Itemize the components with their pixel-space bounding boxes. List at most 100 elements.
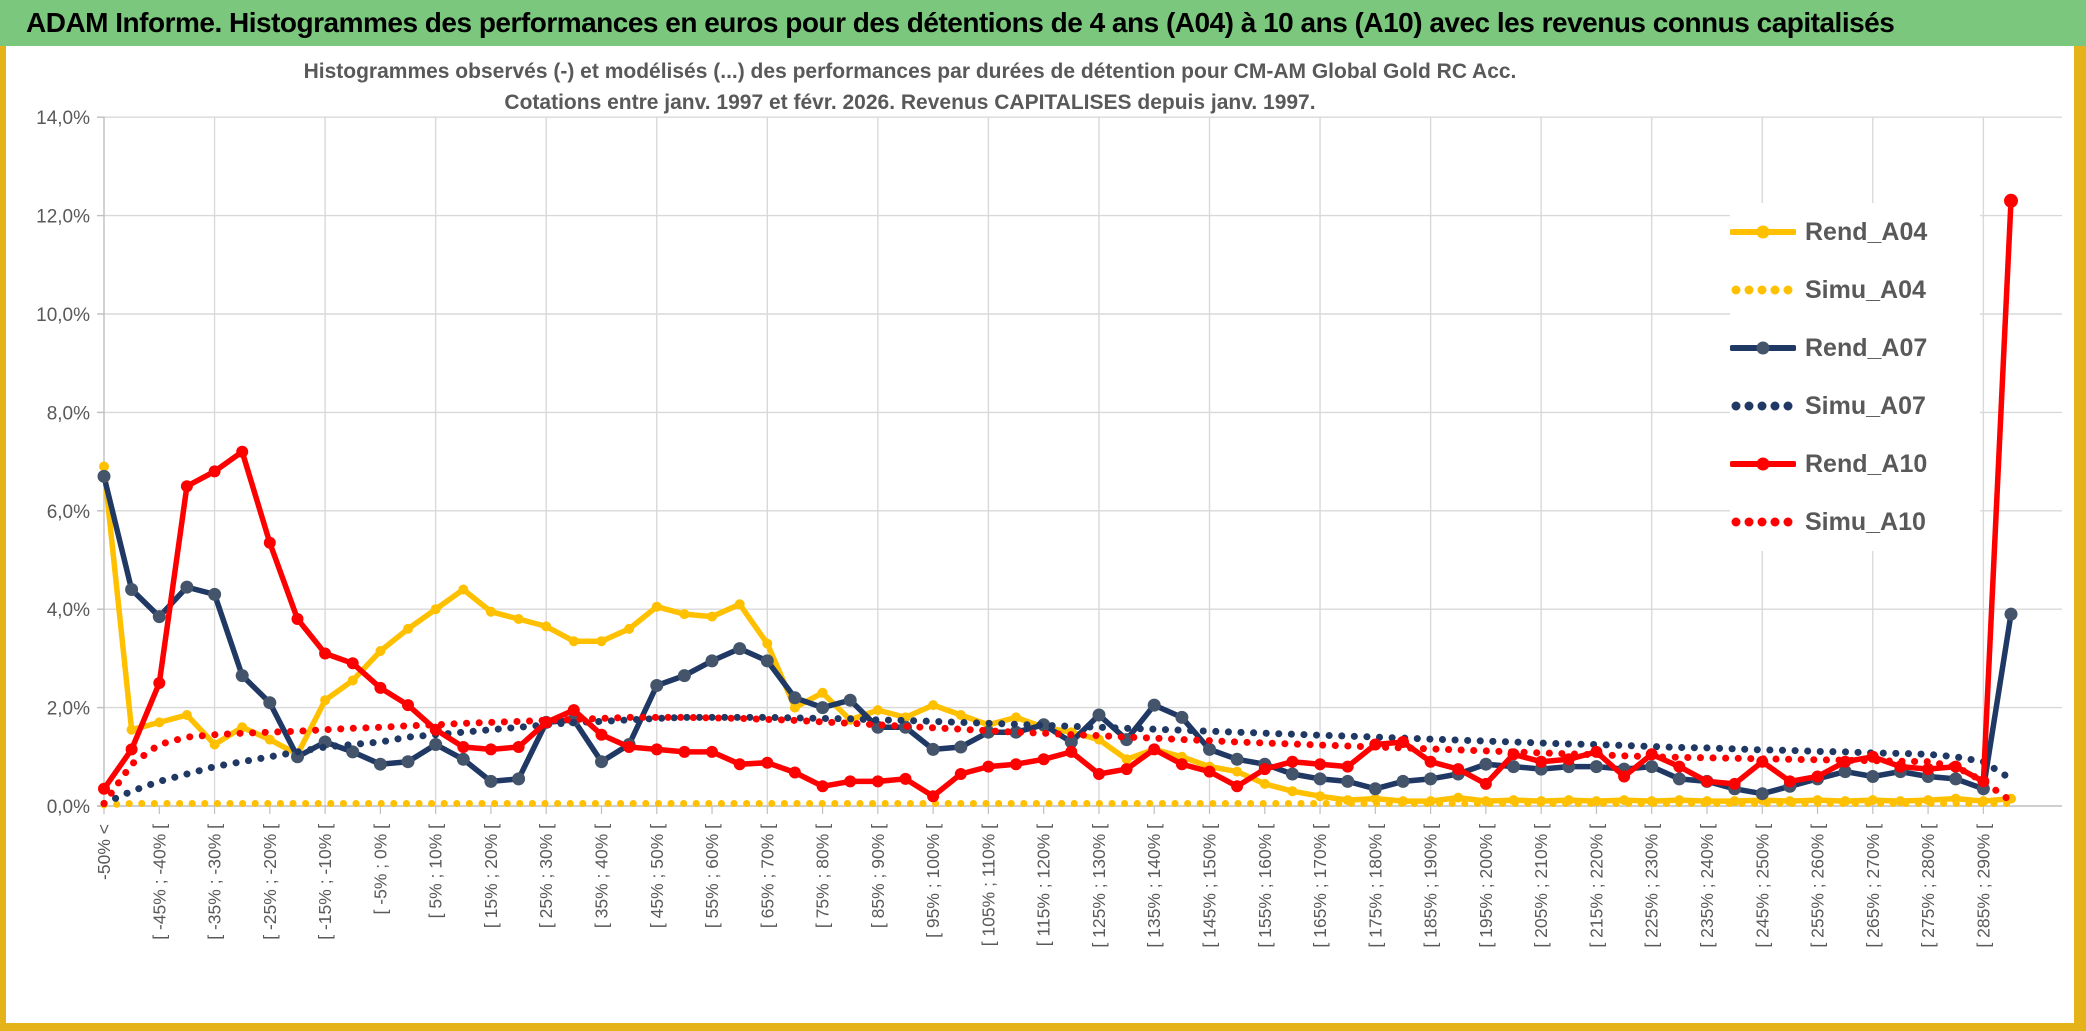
series-Rend_A07-marker xyxy=(1396,774,1410,788)
series-Rend_A07-marker xyxy=(1368,782,1382,796)
series-Rend_A04-marker xyxy=(789,702,800,713)
legend-dot xyxy=(1744,285,1754,295)
series-Rend_A04-marker xyxy=(237,722,248,733)
series-Rend_A10-marker xyxy=(180,480,193,493)
series-Rend_A04-marker xyxy=(99,461,109,472)
chart-title-line2: Cotations entre janv. 1997 et févr. 2026… xyxy=(504,91,1316,114)
legend-label: Rend_A07 xyxy=(1805,333,1928,362)
series-Rend_A07-marker xyxy=(346,745,360,759)
x-tick-label: [ 95% ; 100% [ xyxy=(923,824,943,938)
series-Rend_A10-marker xyxy=(263,536,276,549)
series-Rend_A07-marker xyxy=(1949,772,1963,786)
legend-dot xyxy=(1770,401,1780,411)
x-tick-label: [ 285% ; 290% [ xyxy=(1973,824,1993,948)
legend-dot xyxy=(1744,517,1754,527)
series-Rend_A10-marker xyxy=(1673,760,1686,773)
legend-item-simu-a10: Simu_A10 xyxy=(1730,493,1980,551)
series-Rend_A10-marker xyxy=(236,445,249,458)
y-tick-label: 4,0% xyxy=(47,600,90,621)
series-Rend_A07-marker xyxy=(1645,760,1659,774)
legend-dots-sample-icon xyxy=(1731,285,1793,295)
series-Rend_A10-marker xyxy=(761,756,774,769)
series-Simu_A04-line xyxy=(100,800,2015,809)
series-Rend_A04-marker xyxy=(1259,778,1270,789)
series-Rend_A07-marker xyxy=(429,738,443,751)
legend-label: Simu_A04 xyxy=(1805,275,1926,304)
series-Rend_A04-marker xyxy=(126,724,137,735)
series-Rend_A04-marker xyxy=(181,710,192,720)
series-Rend_A04-marker xyxy=(154,717,165,728)
series-Rend_A04-marker xyxy=(679,609,690,620)
x-tick-label: [ -35% ; -30% [ xyxy=(205,824,225,940)
series-Rend_A10-marker xyxy=(208,465,221,478)
series-Rend_A04-marker xyxy=(762,638,773,649)
series-Rend_A10-line xyxy=(101,198,2014,799)
series-Rend_A07-marker xyxy=(125,583,139,596)
x-tick-label: [ 255% ; 260% [ xyxy=(1808,824,1828,948)
series-Rend_A04-marker xyxy=(955,710,966,720)
legend-dot xyxy=(1757,517,1767,527)
series-Rend_A10-marker xyxy=(1148,743,1161,756)
x-tick-label: [ 235% ; 240% [ xyxy=(1697,824,1717,948)
legend-dot xyxy=(1731,517,1741,527)
x-tick-label: [ 105% ; 110% [ xyxy=(978,824,998,946)
series-Rend_A07-marker xyxy=(677,669,691,683)
series-Rend_A04-marker xyxy=(458,584,469,595)
header-title: ADAM Informe. Histogrammes des performan… xyxy=(26,7,1895,38)
series-Rend_A10-marker xyxy=(595,728,608,741)
series-Rend_A07-marker xyxy=(456,752,470,766)
series-Rend_A10-marker xyxy=(733,758,746,771)
series-Rend_A07-marker xyxy=(235,669,249,683)
x-tick-label: [ -5% ; 0% [ xyxy=(370,824,390,915)
series-Rend_A10-marker xyxy=(1922,763,1935,776)
series-Rend_A10-marker xyxy=(982,760,995,773)
x-tick-label: [ 115% ; 120% [ xyxy=(1034,824,1054,946)
x-tick-label: [ 125% ; 130% [ xyxy=(1089,824,1109,948)
series-Rend_A04-marker xyxy=(817,687,828,698)
legend-dots-sample-icon xyxy=(1731,517,1793,527)
y-tick-label: 10,0% xyxy=(36,305,90,326)
series-Rend_A07-marker xyxy=(512,772,526,786)
x-tick-label: [ 205% ; 210% [ xyxy=(1531,824,1551,948)
series-Rend_A10-marker xyxy=(927,790,940,803)
series-Rend_A10-marker xyxy=(899,772,912,785)
series-Rend_A10-marker xyxy=(1010,758,1022,771)
y-tick-label: 0,0% xyxy=(47,797,90,818)
legend-label: Rend_A10 xyxy=(1805,449,1928,478)
series-Rend_A04-marker xyxy=(209,739,220,750)
series-Rend_A10-marker xyxy=(1341,760,1354,773)
series-Rend_A07-marker xyxy=(1064,735,1078,749)
series-Rend_A04-marker xyxy=(872,705,883,716)
x-tick-label: [ 45% ; 50% [ xyxy=(647,824,667,928)
series-Rend_A10-marker xyxy=(1203,765,1216,778)
series-Rend_A04-marker xyxy=(485,606,496,617)
series-Rend_A07-marker xyxy=(484,774,498,788)
series-Rend_A10-marker xyxy=(650,743,663,756)
series-Rend_A07-marker xyxy=(1341,774,1355,788)
series-Rend_A10-marker xyxy=(291,613,304,625)
legend-item-rend-a10: Rend_A10 xyxy=(1730,435,1980,493)
legend-label: Rend_A04 xyxy=(1805,217,1928,246)
legend-marker xyxy=(1756,457,1770,471)
series-Rend_A10-marker xyxy=(512,741,525,753)
x-tick-label: [ 55% ; 60% [ xyxy=(702,824,722,928)
series-Rend_A10-marker xyxy=(98,782,110,795)
legend-label: Simu_A07 xyxy=(1805,391,1926,420)
x-tick-label: [ -45% ; -40% [ xyxy=(149,824,169,940)
series-Rend_A07-marker xyxy=(180,580,194,594)
series-Rend_A10-marker xyxy=(1175,758,1188,771)
y-tick-label: 12,0% xyxy=(36,207,90,228)
series-Rend_A07-marker xyxy=(843,693,857,707)
legend-dot xyxy=(1744,401,1754,411)
series-Rend_A07-marker xyxy=(1507,760,1520,774)
series-Rend_A04-marker xyxy=(1287,786,1298,797)
series-Rend_A07-marker xyxy=(1672,772,1686,786)
series-Rend_A04-marker xyxy=(651,601,662,612)
x-tick-label: [ 85% ; 90% [ xyxy=(868,824,888,928)
series-Rend_A10-marker xyxy=(1783,775,1796,788)
series-Rend_A07-marker xyxy=(816,701,830,715)
legend-dot xyxy=(1770,517,1780,527)
series-Rend_A07-marker xyxy=(788,691,802,705)
legend-dot xyxy=(1731,401,1741,411)
